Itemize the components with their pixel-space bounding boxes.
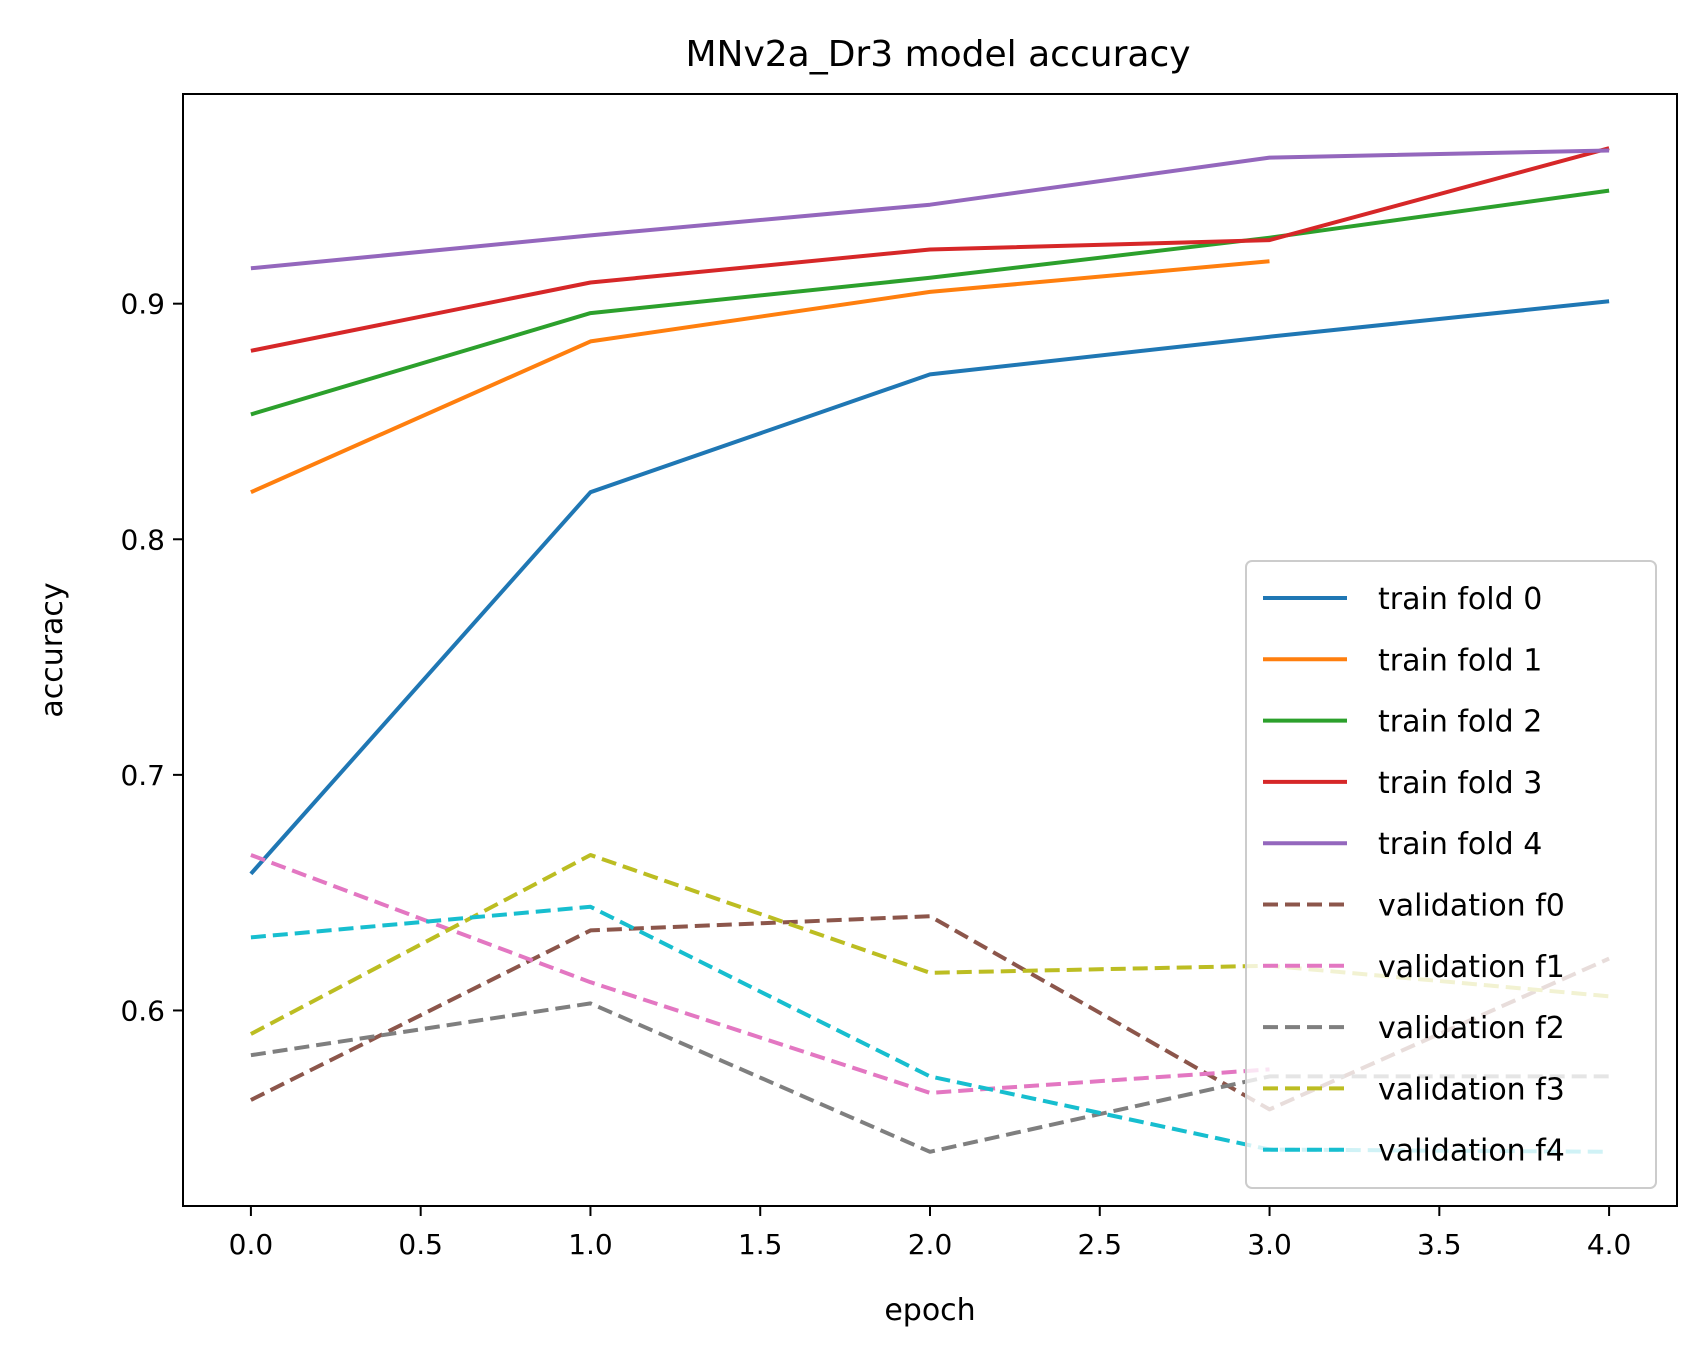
- legend-entry-label: train fold 3: [1378, 766, 1542, 801]
- series-line-1: [250, 259, 1270, 495]
- series-line-6: [250, 853, 1270, 1095]
- legend-entry-label: train fold 1: [1378, 643, 1542, 678]
- x-tick-label: 2.5: [1078, 1228, 1123, 1261]
- y-tick-label: 0.8: [120, 523, 165, 556]
- legend-entry-label: validation f3: [1378, 1072, 1565, 1107]
- legend-entry-label: train fold 2: [1378, 705, 1542, 740]
- legend-entry-label: validation f2: [1378, 1011, 1565, 1046]
- legend: train fold 0 train fold 1 train fold 2 trai…: [1245, 560, 1657, 1189]
- series-line-4: [250, 148, 1610, 271]
- series-line-3: [250, 146, 1610, 353]
- x-axis-label: epoch: [884, 1293, 975, 1328]
- legend-entry-label: validation f4: [1378, 1134, 1565, 1169]
- x-tick-label: 4.0: [1587, 1228, 1632, 1261]
- x-tick-label: 2.0: [908, 1228, 953, 1261]
- x-tick-label: 1.5: [738, 1228, 783, 1261]
- legend-entry-label: validation f1: [1378, 950, 1565, 985]
- x-tick-label: 1.0: [568, 1228, 613, 1261]
- y-axis-label: accuracy: [35, 582, 70, 717]
- y-tick-label: 0.9: [120, 288, 165, 321]
- series-line-0: [249, 299, 1610, 876]
- x-tick-label: 3.0: [1247, 1228, 1292, 1261]
- y-tick-label: 0.7: [120, 759, 165, 792]
- x-tick-label: 0.0: [229, 1228, 274, 1261]
- legend-entry-label: train fold 4: [1378, 827, 1542, 862]
- x-tick-label: 3.5: [1417, 1228, 1462, 1261]
- x-tick-label: 0.5: [398, 1228, 443, 1261]
- x-axis-ticks: 0.0 0.5 1.0 1.5 2.0 2.5 3.0 3.5 4.0: [229, 1206, 1632, 1261]
- y-axis-ticks: 0.6 0.7 0.8 0.9: [120, 288, 183, 1027]
- legend-entry-label: validation f0: [1378, 889, 1565, 924]
- legend-entry-label: train fold 0: [1378, 582, 1542, 617]
- chart-title: MNv2a_Dr3 model accuracy: [685, 34, 1190, 75]
- series-line-2: [250, 188, 1610, 417]
- legend-box: [1245, 560, 1657, 1189]
- y-tick-label: 0.6: [120, 994, 165, 1027]
